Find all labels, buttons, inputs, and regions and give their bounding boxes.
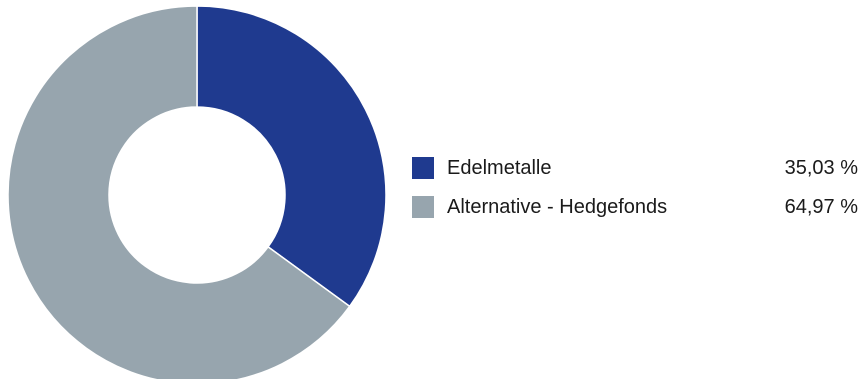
legend-label: Alternative - Hedgefonds — [447, 195, 668, 218]
legend-label: Edelmetalle — [447, 156, 552, 179]
donut-chart — [7, 5, 387, 379]
legend-value: 35,03 % — [784, 156, 858, 179]
legend-swatch-hedgefonds — [412, 196, 434, 218]
donut-slice-hedgefonds — [7, 5, 351, 379]
legend-item-edelmetalle: Edelmetalle 35,03 % — [412, 153, 858, 183]
legend-value: 64,97 % — [784, 195, 858, 218]
legend: Edelmetalle 35,03 % Alternative - Hedgef… — [412, 153, 858, 231]
donut-slice-edelmetalle — [196, 5, 387, 308]
legend-item-hedgefonds: Alternative - Hedgefonds 64,97 % — [412, 192, 858, 222]
legend-swatch-edelmetalle — [412, 157, 434, 179]
